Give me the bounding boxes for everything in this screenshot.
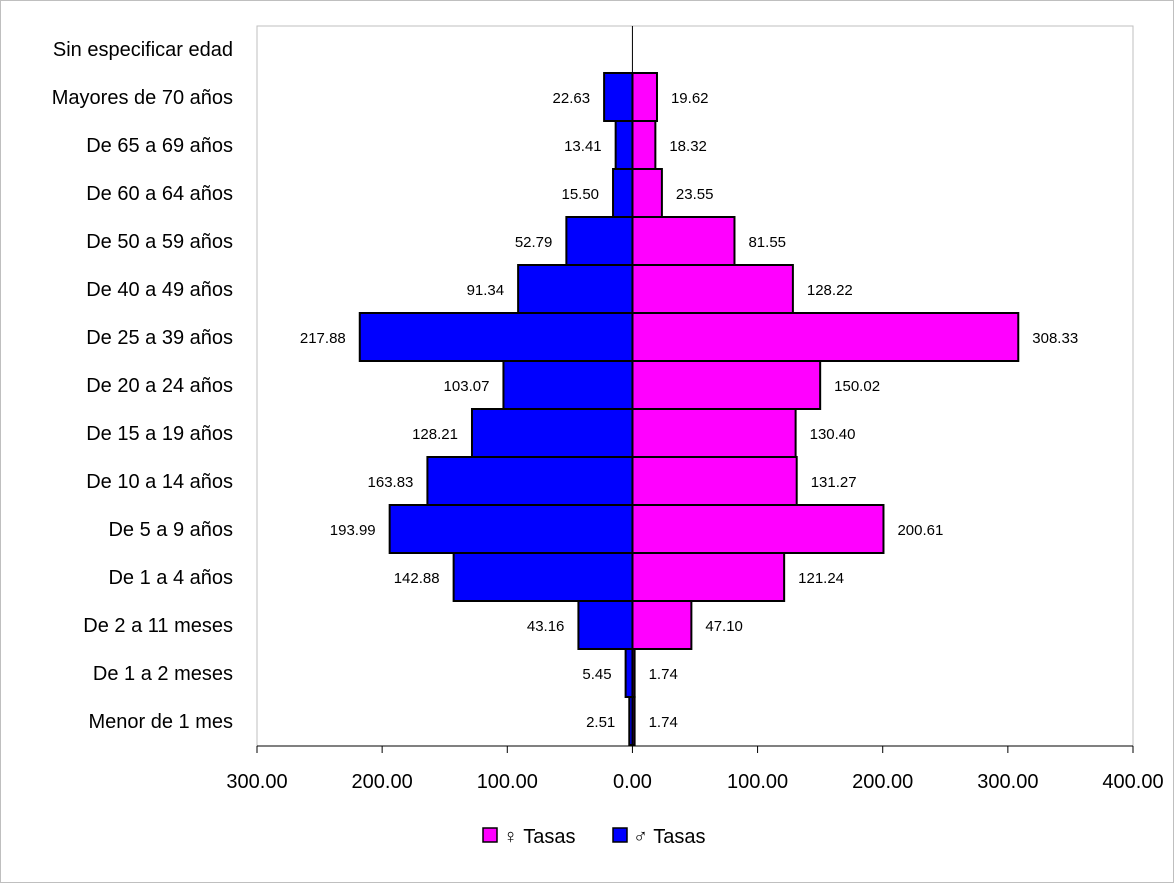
data-label-male: 217.88 (300, 330, 346, 347)
data-label-female: 128.22 (807, 282, 853, 299)
bar-female (631, 312, 1020, 362)
data-label-female: 47.10 (705, 618, 743, 635)
data-label-male: 142.88 (394, 570, 440, 587)
x-tick-label: 400.00 (1102, 771, 1163, 793)
category-label: De 20 a 24 años (86, 375, 233, 397)
x-tick-label: 100.00 (477, 771, 538, 793)
category-label: Sin especificar edad (53, 39, 233, 61)
bar-female (631, 72, 658, 122)
data-label-male: 163.83 (368, 474, 414, 491)
data-label-male: 43.16 (527, 618, 565, 635)
data-label-female: 308.33 (1032, 330, 1078, 347)
data-label-male: 5.45 (582, 666, 611, 683)
data-label-female: 19.62 (671, 90, 709, 107)
category-label: De 2 a 11 meses (83, 615, 233, 637)
bar-female (631, 600, 693, 650)
category-label: De 50 a 59 años (86, 231, 233, 253)
legend-swatch-male (612, 827, 628, 843)
x-tick-label: 300.00 (977, 771, 1038, 793)
bar-male (452, 552, 634, 602)
data-label-male: 52.79 (515, 234, 553, 251)
bar-female (631, 408, 797, 458)
category-label: De 65 a 69 años (86, 135, 233, 157)
bar-female (631, 216, 736, 266)
data-label-female: 23.55 (676, 186, 714, 203)
data-label-female: 150.02 (834, 378, 880, 395)
data-label-female: 1.74 (649, 714, 678, 731)
data-label-male: 2.51 (586, 714, 615, 731)
bar-male (577, 600, 634, 650)
legend-label-male: ♂ Tasas (633, 826, 705, 848)
data-label-group: 1.74 2.51 1.74 5.45 47.10 43.16 121.24 142.88 20… (300, 90, 1078, 731)
x-tick-label: 300.00 (226, 771, 287, 793)
bar-male (565, 216, 634, 266)
data-label-male: 128.21 (412, 426, 458, 443)
x-tick-label: 200.00 (852, 771, 913, 793)
bar-male (470, 408, 634, 458)
x-tick-label: 100.00 (727, 771, 788, 793)
bar-female (631, 456, 798, 506)
category-label: De 1 a 4 años (108, 567, 233, 589)
data-label-female: 131.27 (811, 474, 857, 491)
data-label-male: 15.50 (561, 186, 599, 203)
bar-female (631, 552, 786, 602)
category-label: De 10 a 14 años (86, 471, 233, 493)
category-label: De 15 a 19 años (86, 423, 233, 445)
data-label-female: 130.40 (810, 426, 856, 443)
bar-female (631, 168, 663, 218)
bar-male (426, 456, 634, 506)
x-tick-label: 200.00 (352, 771, 413, 793)
category-label: Mayores de 70 años (52, 87, 233, 109)
x-tick-label: 0.00 (613, 771, 652, 793)
bar-female (631, 504, 885, 554)
bar-male (603, 72, 634, 122)
bar-male (517, 264, 634, 314)
data-label-male: 22.63 (553, 90, 591, 107)
category-label: Menor de 1 mes (88, 711, 233, 733)
data-label-female: 200.61 (897, 522, 943, 539)
data-label-male: 91.34 (467, 282, 505, 299)
x-axis: 300.00 200.00 100.00 0.00 100.00 200.00 300.00… (226, 26, 1164, 793)
bar-male (388, 504, 634, 554)
category-label: De 40 a 49 años (86, 279, 233, 301)
legend-label-female: ♀ Tasas (503, 826, 575, 848)
bar-male (502, 360, 634, 410)
legend: ♀ Tasas ♂ Tasas (482, 826, 705, 848)
bar-female (631, 264, 794, 314)
bar-male (624, 648, 634, 698)
bar-male (358, 312, 634, 362)
bar-female (631, 120, 657, 170)
category-label: De 60 a 64 años (86, 183, 233, 205)
data-label-male: 193.99 (330, 522, 376, 539)
category-label: De 1 a 2 meses (93, 663, 233, 685)
bar-male (614, 120, 634, 170)
data-label-female: 121.24 (798, 570, 844, 587)
data-label-male: 13.41 (564, 138, 602, 155)
data-label-male: 103.07 (444, 378, 490, 395)
bar-male (612, 168, 634, 218)
category-label: De 25 a 39 años (86, 327, 233, 349)
legend-swatch-female (482, 827, 498, 843)
category-label-group: Menor de 1 mes De 1 a 2 meses De 2 a 11 me… (52, 39, 233, 733)
category-label: De 5 a 9 años (108, 519, 233, 541)
data-label-female: 1.74 (649, 666, 678, 683)
data-label-female: 18.32 (669, 138, 707, 155)
bar-female (631, 360, 822, 410)
data-label-female: 81.55 (748, 234, 786, 251)
bar-group (358, 72, 1020, 746)
